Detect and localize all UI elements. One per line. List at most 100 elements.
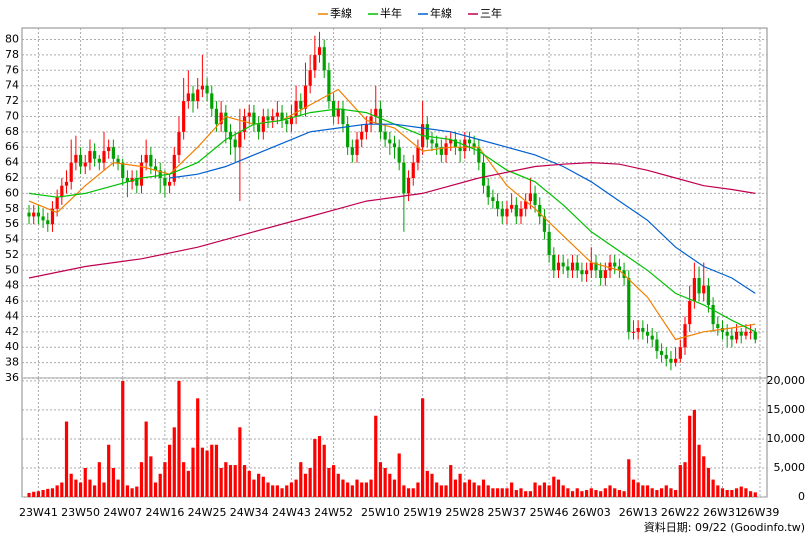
candle-body <box>753 331 757 340</box>
volume-bar <box>617 490 622 497</box>
volume-bar <box>182 462 186 497</box>
candle-body <box>97 158 101 163</box>
volume-bar <box>64 421 69 497</box>
candle-body <box>659 351 664 355</box>
candle-body <box>730 335 734 340</box>
candle-body <box>153 166 158 171</box>
candle-body <box>331 101 336 117</box>
volume-bar <box>453 479 458 497</box>
volume-bar <box>238 427 242 497</box>
volume-bar <box>327 467 331 497</box>
y-tick-label: 76 <box>5 63 19 76</box>
volume-bar <box>196 398 200 497</box>
volume-bar <box>514 490 518 497</box>
candle-body <box>720 328 725 332</box>
candle-body <box>172 154 176 182</box>
candle-body <box>397 147 401 163</box>
volume-bar <box>317 436 322 497</box>
candle-body <box>78 154 83 167</box>
volume-bar <box>200 447 204 497</box>
candle-body <box>275 112 279 117</box>
candle-body <box>411 162 415 178</box>
volume-bar <box>233 465 237 497</box>
volume-bar <box>589 488 593 497</box>
candle-body <box>317 47 322 55</box>
y-tick-label: 40 <box>5 340 19 353</box>
candle-body <box>341 108 345 125</box>
candle-body <box>303 85 308 109</box>
volume-bar <box>599 491 603 497</box>
candle-body <box>200 85 204 90</box>
volume-bar <box>444 485 448 497</box>
candle-body <box>327 70 331 102</box>
candle-body <box>242 116 247 132</box>
candle-body <box>360 131 364 140</box>
volume-bar <box>88 479 92 497</box>
volume-bar <box>655 490 659 497</box>
candle-body <box>355 139 359 155</box>
y-tick-label: 70 <box>5 109 19 122</box>
volume-bar <box>566 488 570 497</box>
candle-body <box>186 93 190 102</box>
volume-bar <box>135 486 139 497</box>
volume-bar <box>364 482 368 497</box>
volume-bar <box>406 488 411 497</box>
volume-bar <box>561 485 565 497</box>
volume-bar <box>622 491 626 497</box>
candle-body <box>144 154 148 163</box>
volume-bar <box>467 479 472 497</box>
volume-bar <box>83 467 87 497</box>
candle-body <box>547 231 551 255</box>
volume-bar <box>486 485 490 497</box>
volume-bar <box>242 465 247 497</box>
candle-body <box>228 131 233 140</box>
candle-body <box>83 162 87 167</box>
candle-body <box>135 178 139 186</box>
volume-bar <box>542 482 547 497</box>
y-tick-label: 15,000 <box>767 403 806 416</box>
volume-bar <box>93 485 97 497</box>
volume-bar <box>111 467 115 497</box>
candle-body <box>566 266 570 271</box>
candle-body <box>406 178 411 194</box>
candle-body <box>41 216 45 221</box>
candle-body <box>257 124 261 132</box>
volume-bar <box>139 462 144 497</box>
x-tick-label: 25W19 <box>403 506 442 519</box>
x-tick-label: 25W10 <box>361 506 400 519</box>
volume-bar <box>228 465 233 497</box>
candle-body <box>93 151 97 159</box>
volume-bar <box>580 491 584 497</box>
volume-bar <box>720 488 725 497</box>
volume-bar <box>27 492 31 497</box>
volume-bar <box>121 380 125 497</box>
candle-body <box>299 101 303 109</box>
y-tick-label: 44 <box>5 309 19 322</box>
volume-bar <box>74 479 78 497</box>
volume-bar <box>36 491 40 497</box>
candle-body <box>711 304 715 325</box>
candle-body <box>116 158 120 163</box>
volume-bar <box>430 473 434 497</box>
volume-bar <box>210 444 214 497</box>
volume-bar <box>510 482 514 497</box>
volume-bar <box>734 488 739 497</box>
volume-bar <box>271 485 275 497</box>
volume-bar <box>570 491 575 497</box>
candle-body <box>491 197 495 202</box>
y-tick-label: 0 <box>798 490 805 503</box>
volume-bar <box>388 473 392 497</box>
volume-bar <box>392 479 397 497</box>
volume-bar <box>683 462 687 497</box>
candle-body <box>158 170 162 178</box>
candle-body <box>589 262 593 271</box>
volume-bar <box>402 485 406 497</box>
volume-bar <box>678 465 682 497</box>
plot-frame <box>21 27 768 498</box>
candle-body <box>74 154 78 163</box>
candle-body <box>500 208 504 217</box>
candle-body <box>219 112 223 125</box>
candle-body <box>688 301 692 325</box>
volume-bar <box>177 380 181 497</box>
volume-bar <box>725 490 729 497</box>
